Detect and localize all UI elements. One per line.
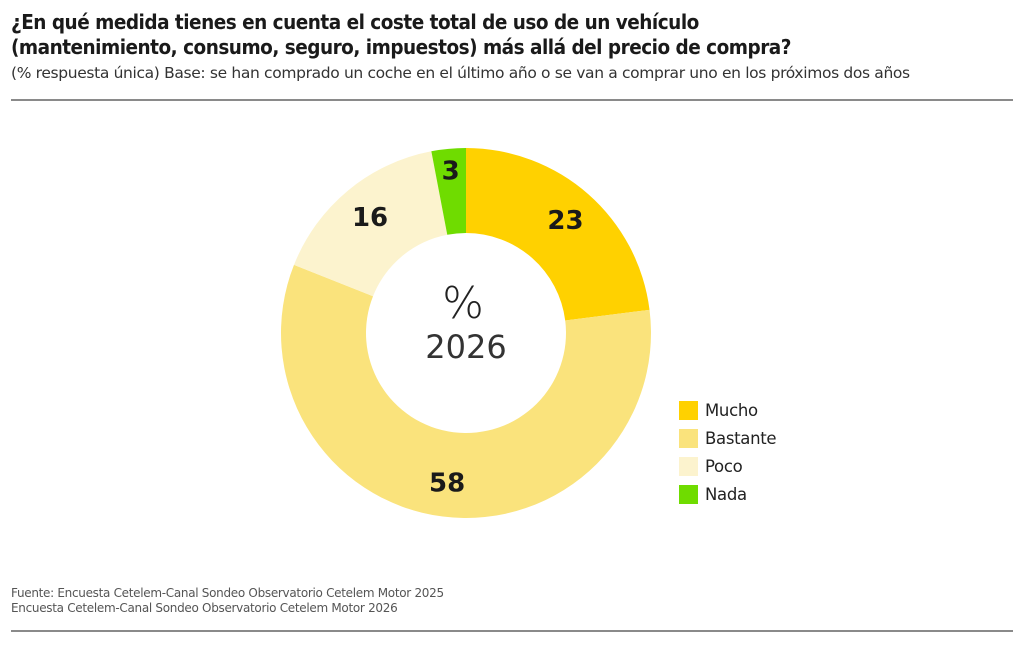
center-percent-symbol: % (442, 278, 484, 329)
chart-title-line-2: (mantenimiento, consumo, seguro, impuest… (11, 35, 791, 59)
value-label-nada: 3 (442, 157, 460, 187)
legend-swatch (679, 484, 698, 504)
legend-label: Mucho (705, 400, 758, 420)
legend-label: Bastante (705, 428, 777, 448)
legend-item-nada: Nada (679, 480, 776, 508)
slice-bastante (281, 264, 651, 519)
value-label-poco: 16 (352, 203, 388, 233)
chart-title: ¿En qué medida tienes en cuenta el coste… (11, 10, 1016, 60)
slice-nada (431, 148, 466, 235)
center-year-label: 2026 (425, 328, 506, 366)
legend-swatch (679, 456, 698, 476)
donut-slices (281, 148, 651, 519)
legend-swatch (679, 428, 698, 448)
value-label-bastante: 58 (429, 468, 465, 498)
source-line-2: Encuesta Cetelem-Canal Sondeo Observator… (11, 601, 398, 615)
source-note: Fuente: Encuesta Cetelem-Canal Sondeo Ob… (11, 586, 444, 616)
legend: Mucho Bastante Poco Nada (679, 396, 777, 508)
source-line-1: Fuente: Encuesta Cetelem-Canal Sondeo Ob… (11, 586, 444, 600)
slice-mucho (466, 148, 650, 321)
chart-subtitle: (% respuesta única) Base: se han comprad… (11, 64, 910, 82)
legend-item-mucho: Mucho (679, 396, 776, 424)
legend-item-poco: Poco (679, 452, 776, 480)
legend-label: Nada (705, 484, 747, 504)
chart-title-line-1: ¿En qué medida tienes en cuenta el coste… (11, 10, 699, 34)
legend-item-bastante: Bastante (679, 424, 777, 452)
slice-poco (293, 151, 448, 297)
header-divider (11, 99, 1013, 101)
footer-divider (11, 630, 1013, 632)
legend-label: Poco (705, 456, 743, 476)
value-label-mucho: 23 (547, 206, 583, 236)
legend-swatch (679, 400, 698, 420)
donut-value-labels: 23 58 16 3 (352, 157, 584, 499)
